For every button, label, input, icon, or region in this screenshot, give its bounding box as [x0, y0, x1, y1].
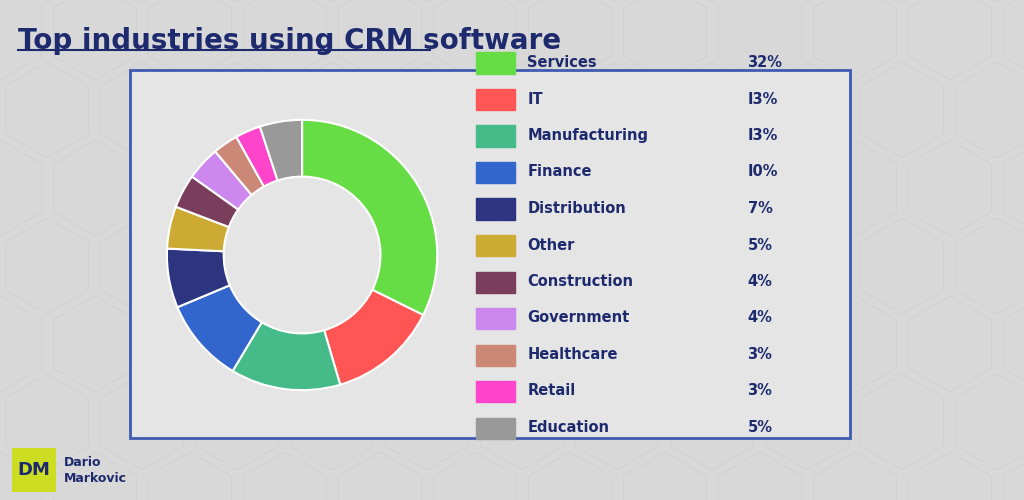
Text: Services: Services	[527, 55, 597, 70]
Text: 7%: 7%	[748, 201, 772, 216]
Text: 3%: 3%	[748, 384, 772, 398]
Text: DM: DM	[17, 461, 50, 479]
Text: Dario: Dario	[63, 456, 101, 468]
Wedge shape	[325, 290, 423, 384]
Wedge shape	[191, 152, 252, 210]
Text: Markovic: Markovic	[63, 472, 127, 484]
Text: Manufacturing: Manufacturing	[527, 128, 648, 143]
Wedge shape	[260, 120, 302, 180]
Text: Other: Other	[527, 238, 574, 252]
Text: Finance: Finance	[527, 164, 592, 180]
FancyBboxPatch shape	[130, 70, 850, 438]
Text: I0%: I0%	[748, 164, 778, 180]
Text: 32%: 32%	[748, 55, 782, 70]
Text: Education: Education	[527, 420, 609, 435]
FancyBboxPatch shape	[12, 448, 56, 492]
Wedge shape	[237, 126, 278, 186]
Text: Government: Government	[527, 310, 630, 326]
Text: I3%: I3%	[748, 92, 778, 106]
Text: IT: IT	[527, 92, 543, 106]
Text: Construction: Construction	[527, 274, 634, 289]
Text: Retail: Retail	[527, 384, 575, 398]
Wedge shape	[215, 137, 264, 195]
Text: 5%: 5%	[748, 238, 772, 252]
Wedge shape	[232, 322, 340, 390]
Text: I3%: I3%	[748, 128, 778, 143]
Text: Healthcare: Healthcare	[527, 347, 617, 362]
Wedge shape	[167, 248, 229, 307]
Text: Distribution: Distribution	[527, 201, 626, 216]
Wedge shape	[302, 120, 437, 315]
Text: Top industries using CRM software: Top industries using CRM software	[18, 27, 561, 55]
Wedge shape	[167, 207, 228, 252]
Text: 4%: 4%	[748, 310, 772, 326]
Wedge shape	[177, 286, 262, 371]
Text: 5%: 5%	[748, 420, 772, 435]
Text: 4%: 4%	[748, 274, 772, 289]
Text: 3%: 3%	[748, 347, 772, 362]
Wedge shape	[176, 176, 239, 227]
